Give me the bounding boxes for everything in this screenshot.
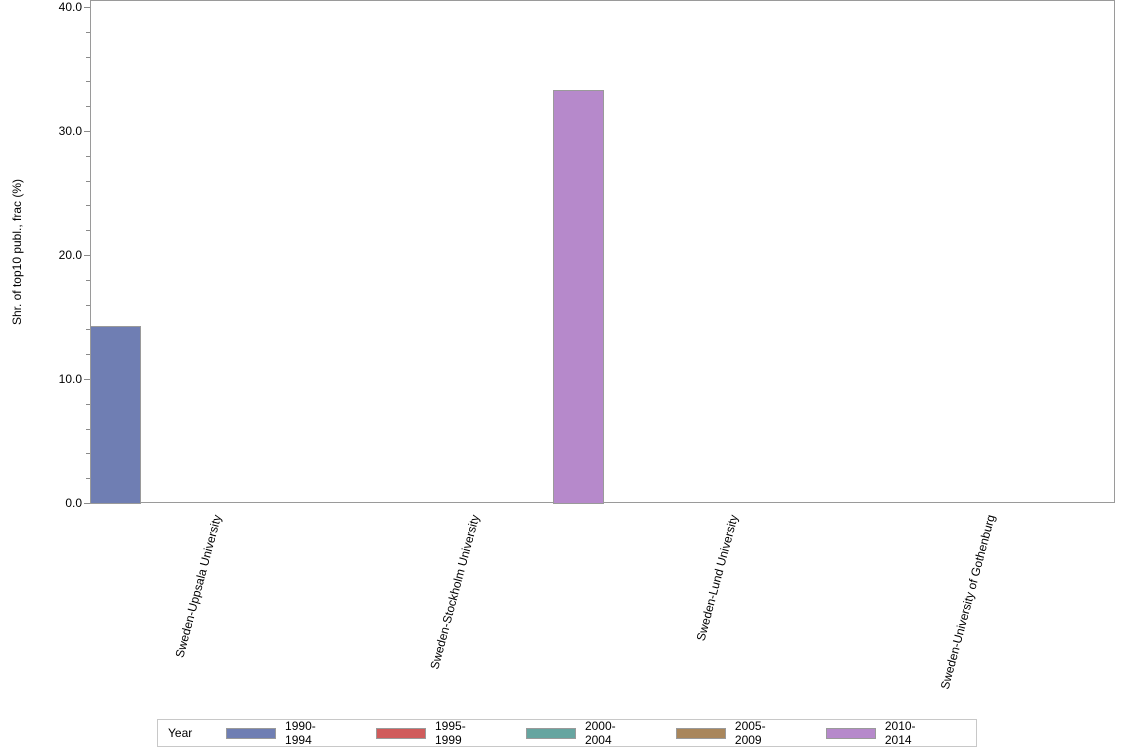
- y-minor-tick: [86, 230, 90, 231]
- y-major-tick: [84, 379, 90, 380]
- y-minor-tick: [86, 478, 90, 479]
- legend-label: 1995-1999: [435, 719, 466, 747]
- y-tick-label: 0.0: [65, 496, 82, 510]
- y-minor-tick: [86, 81, 90, 82]
- y-minor-tick: [86, 453, 90, 454]
- legend-item-2000-2004: 2000-2004: [526, 719, 642, 747]
- legend-label: 1990-1994: [285, 719, 316, 747]
- y-minor-tick: [86, 181, 90, 182]
- legend-swatch: [226, 727, 277, 739]
- y-minor-tick: [86, 354, 90, 355]
- x-tick-label: Sweden-Lund University: [693, 513, 741, 643]
- legend-swatch: [376, 727, 426, 739]
- legend-item-1990-1994: 1990-1994: [226, 719, 342, 747]
- y-minor-tick: [86, 305, 90, 306]
- y-minor-tick: [86, 429, 90, 430]
- x-tick-label: Sweden-University of Gothenburg: [937, 513, 998, 691]
- y-axis-title: Shr. of top10 publ., frac (%): [10, 178, 24, 326]
- y-major-tick: [84, 7, 90, 8]
- legend-swatch: [826, 727, 876, 739]
- y-minor-tick: [86, 156, 90, 157]
- y-minor-tick: [86, 106, 90, 107]
- y-minor-tick: [86, 57, 90, 58]
- y-major-tick: [84, 503, 90, 504]
- x-tick-label: Sweden-Uppsala University: [172, 513, 225, 660]
- x-tick-label: Sweden-Stockholm University: [427, 513, 483, 671]
- legend-label: 2005-2009: [734, 719, 766, 747]
- y-tick-label: 10.0: [58, 372, 82, 386]
- y-minor-tick: [86, 32, 90, 33]
- y-major-tick: [84, 255, 90, 256]
- y-tick-label: 40.0: [58, 0, 82, 14]
- legend-label: 2000-2004: [584, 719, 616, 747]
- legend-swatch: [526, 727, 576, 739]
- y-tick-label: 30.0: [58, 124, 82, 138]
- y-minor-tick: [86, 205, 90, 206]
- bar-1990-1994-0: [90, 326, 141, 504]
- y-tick-label: 20.0: [58, 248, 82, 262]
- legend-label: 2010-2014: [884, 719, 916, 747]
- legend-item-2010-2014: 2010-2014: [826, 719, 942, 747]
- y-minor-tick: [86, 280, 90, 281]
- bar-2010-2014-2: [553, 90, 604, 504]
- legend-title: Year: [168, 726, 193, 740]
- y-minor-tick: [86, 329, 90, 330]
- y-major-tick: [84, 131, 90, 132]
- legend-item-1995-1999: 1995-1999: [376, 719, 492, 747]
- legend-swatch: [676, 727, 726, 739]
- y-minor-tick: [86, 404, 90, 405]
- legend-item-2005-2009: 2005-2009: [676, 719, 792, 747]
- legend: Year 1990-1994 1995-1999 2000-2004 2005-200…: [157, 719, 977, 747]
